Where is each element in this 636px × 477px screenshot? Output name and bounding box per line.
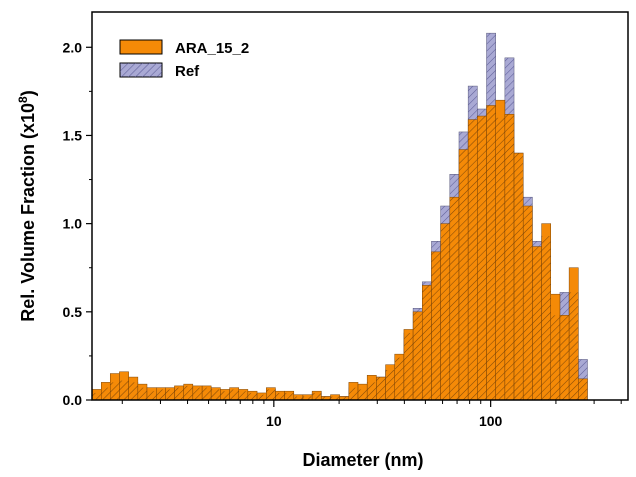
overlap-hatch <box>110 382 120 400</box>
overlap-hatch <box>174 387 184 400</box>
overlap-hatch <box>339 396 349 400</box>
overlap-hatch <box>156 389 166 400</box>
overlap-hatch <box>358 389 368 400</box>
y-tick-label: 1.5 <box>63 127 83 143</box>
overlap-hatch <box>449 197 459 400</box>
overlap-hatch <box>569 292 579 400</box>
overlap-hatch <box>330 396 340 400</box>
overlap-hatch <box>146 391 157 400</box>
overlap-hatch <box>128 382 138 400</box>
overlap-hatch <box>321 396 331 400</box>
overlap-hatch <box>458 149 469 400</box>
overlap-hatch <box>495 117 505 401</box>
overlap-hatch <box>431 251 441 400</box>
legend-label-ara: ARA_15_2 <box>175 40 249 57</box>
x-axis: 10 100 <box>121 400 622 429</box>
overlap-hatch <box>137 387 147 400</box>
overlap-hatch <box>394 357 404 400</box>
overlap-hatch <box>403 332 414 400</box>
overlap-hatch <box>165 389 175 400</box>
overlap-hatch <box>211 389 221 400</box>
overlap-hatch <box>532 246 542 400</box>
y-tick-label: 0.5 <box>63 304 83 320</box>
overlap-hatch <box>220 391 230 400</box>
overlap-hatch <box>312 392 322 400</box>
overlap-hatch <box>257 394 267 400</box>
y-tick-label: 2.0 <box>63 39 83 55</box>
overlap-hatch <box>266 389 276 400</box>
legend-item-ref: Ref <box>119 62 200 80</box>
legend-label-ref: Ref <box>175 63 200 80</box>
overlap-hatch <box>119 380 129 400</box>
y-axis: 0.0 0.5 1.0 1.5 2.0 <box>63 39 92 408</box>
overlap-hatch <box>477 116 487 401</box>
overlap-hatch <box>348 387 359 400</box>
plot-frame <box>91 11 629 401</box>
overlap-hatch <box>302 396 313 400</box>
x-axis-label: Diameter (nm) <box>302 450 423 470</box>
overlap-hatch <box>385 370 395 400</box>
overlap-hatch <box>284 392 294 400</box>
overlap-hatch <box>541 235 551 400</box>
overlap-hatch <box>550 315 560 400</box>
legend-swatch-ref-hatch <box>120 63 162 77</box>
x-tick-label: 100 <box>479 413 503 429</box>
overlap-hatch <box>192 387 203 400</box>
overlap-hatch <box>229 389 239 400</box>
legend: ARA_15_2 Ref <box>119 39 249 80</box>
legend-item-ara: ARA_15_2 <box>119 39 249 57</box>
overlap-hatch <box>376 377 386 400</box>
overlap-hatch <box>413 311 423 400</box>
overlap-hatch <box>440 223 450 400</box>
x-tick-label: 10 <box>266 413 282 429</box>
overlap-hatch <box>293 396 303 400</box>
overlap-hatch <box>101 387 111 400</box>
overlap-hatch <box>202 387 212 400</box>
overlap-hatch <box>238 391 248 400</box>
overlap-hatch <box>247 392 258 400</box>
overlap-hatch <box>275 392 285 400</box>
overlap-hatch <box>367 382 377 400</box>
overlap-hatch <box>183 385 193 400</box>
overlap-hatch <box>514 153 524 400</box>
legend-swatch-ara <box>119 39 163 55</box>
overlap-hatch <box>504 114 515 401</box>
overlap-hatch <box>422 285 432 400</box>
overlap-hatch <box>92 392 102 400</box>
overlap-hatch <box>468 119 478 400</box>
overlap-hatch <box>486 105 496 401</box>
overlap-hatch <box>578 378 588 400</box>
y-tick-label: 1.0 <box>63 216 83 232</box>
overlap-hatch <box>523 206 533 400</box>
y-axis-label: Rel. Volume Fraction (x108) <box>16 90 38 321</box>
overlap-hatch <box>559 315 570 400</box>
y-tick-label: 0.0 <box>63 392 83 408</box>
overlap-hatch-layer <box>92 105 588 401</box>
